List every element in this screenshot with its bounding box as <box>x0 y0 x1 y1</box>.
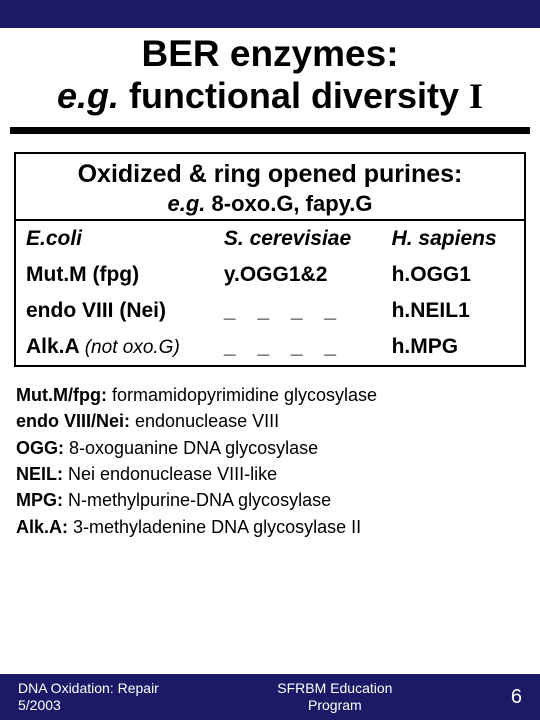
cell: y.OGG1&2 <box>214 257 382 293</box>
table-heading: Oxidized & ring opened purines: <box>22 160 518 189</box>
enzyme-table: E.coli S. cerevisiae H. sapiens Mut.M (f… <box>16 219 524 365</box>
legend-line: MPG: N-methylpurine-DNA glycosylase <box>16 488 524 512</box>
col-sapiens: H. sapiens <box>382 220 524 257</box>
table-sub-eg: e.g. <box>168 191 206 216</box>
cell: _ _ _ _ <box>214 293 382 329</box>
legend-def: 3-methyladenine DNA glycosylase II <box>68 517 361 537</box>
top-band <box>0 0 540 28</box>
legend-term: OGG: <box>16 438 64 458</box>
footer-left-line1: DNA Oxidation: Repair <box>18 680 159 698</box>
legend-def: 8-oxoguanine DNA glycosylase <box>64 438 318 458</box>
legend-def: endonuclease VIII <box>130 411 279 431</box>
table-header-row: E.coli S. cerevisiae H. sapiens <box>16 220 524 257</box>
legend-line: Mut.M/fpg: formamidopyrimidine glycosyla… <box>16 383 524 407</box>
cell-note: (not oxo.G) <box>85 337 180 358</box>
title-roman: I <box>469 76 483 116</box>
legend: Mut.M/fpg: formamidopyrimidine glycosyla… <box>16 383 524 539</box>
cell: _ _ _ _ <box>214 329 382 365</box>
cell: Mut.M (fpg) <box>16 257 214 293</box>
footer-left-line2: 5/2003 <box>18 697 159 715</box>
table-header: Oxidized & ring opened purines: e.g. 8-o… <box>16 154 524 219</box>
legend-def: N-methylpurine-DNA glycosylase <box>63 490 331 510</box>
legend-term: Alk.A: <box>16 517 68 537</box>
footer-center-line1: SFRBM Education <box>277 680 392 697</box>
title-underline <box>10 127 530 134</box>
legend-line: Alk.A: 3-methyladenine DNA glycosylase I… <box>16 515 524 539</box>
title-line1: BER enzymes: <box>10 34 530 75</box>
legend-line: endo VIII/Nei: endonuclease VIII <box>16 409 524 433</box>
legend-line: NEIL: Nei endonuclease VIII-like <box>16 462 524 486</box>
table-row: Mut.M (fpg) y.OGG1&2 h.OGG1 <box>16 257 524 293</box>
table-subheading: e.g. 8-oxo.G, fapy.G <box>22 191 518 217</box>
purines-table: Oxidized & ring opened purines: e.g. 8-o… <box>14 152 526 367</box>
cell: h.NEIL1 <box>382 293 524 329</box>
cell: endo VIII (Nei) <box>16 293 214 329</box>
legend-term: Mut.M/fpg: <box>16 385 107 405</box>
footer-page-number: 6 <box>511 686 522 709</box>
legend-term: MPG: <box>16 490 63 510</box>
table-row: Alk.A (not oxo.G) _ _ _ _ h.MPG <box>16 329 524 365</box>
legend-term: endo VIII/Nei: <box>16 411 130 431</box>
legend-def: Nei endonuclease VIII-like <box>63 464 277 484</box>
legend-def: formamidopyrimidine glycosylase <box>107 385 377 405</box>
legend-term: NEIL: <box>16 464 63 484</box>
cell-main: Alk.A <box>26 335 85 358</box>
title-line2: e.g. functional diversity I <box>10 75 530 117</box>
cell: Alk.A (not oxo.G) <box>16 329 214 365</box>
footer-left: DNA Oxidation: Repair 5/2003 <box>18 680 159 715</box>
footer-center: SFRBM Education Program <box>277 680 392 714</box>
col-ecoli: E.coli <box>16 220 214 257</box>
table-row: endo VIII (Nei) _ _ _ _ h.NEIL1 <box>16 293 524 329</box>
footer: DNA Oxidation: Repair 5/2003 SFRBM Educa… <box>0 674 540 720</box>
legend-line: OGG: 8-oxoguanine DNA glycosylase <box>16 436 524 460</box>
footer-center-line2: Program <box>277 697 392 714</box>
col-cerevisiae: S. cerevisiae <box>214 220 382 257</box>
title-rest: functional diversity <box>119 75 469 116</box>
cell: h.OGG1 <box>382 257 524 293</box>
title-eg: e.g. <box>57 75 119 116</box>
table-sub-rest: 8-oxo.G, fapy.G <box>205 191 372 216</box>
slide-title: BER enzymes: e.g. functional diversity I <box>0 28 540 121</box>
cell: h.MPG <box>382 329 524 365</box>
